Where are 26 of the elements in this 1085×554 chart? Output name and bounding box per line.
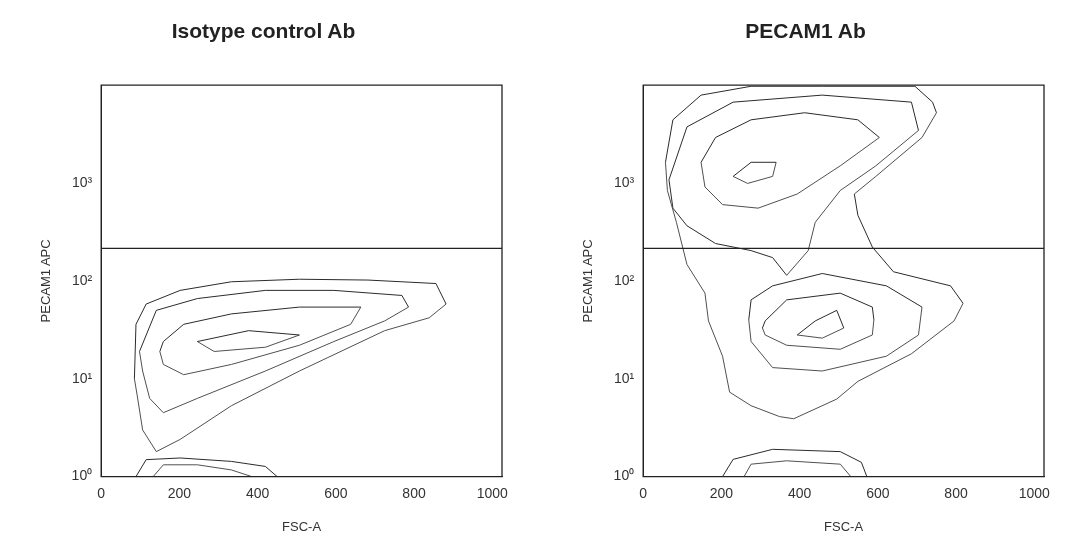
x-tick-label: 400 (787, 484, 812, 501)
y-tick-label: 10⁰ (71, 467, 93, 484)
y-axis-title: PECAM1 APC (580, 239, 596, 323)
y-tick-label: 10² (71, 271, 93, 288)
y-tick-label: 10⁰ (613, 467, 635, 484)
x-tick-label: 200 (709, 484, 734, 501)
x-axis-title: FSC-A (282, 518, 322, 534)
y-tick-label: 10² (613, 271, 635, 288)
x-tick-label: 800 (944, 484, 968, 501)
x-tick-label: 400 (245, 484, 270, 501)
x-tick-label: 600 (324, 484, 348, 501)
y-tick-label: 10¹ (613, 369, 635, 386)
x-axis-title: FSC-A (824, 518, 864, 534)
y-tick-label: 10¹ (71, 369, 93, 386)
x-tick-label: 1000 (1018, 484, 1050, 501)
y-tick-label: 10³ (71, 173, 93, 190)
x-tick-label: 800 (402, 484, 426, 501)
x-tick-label: 0 (97, 484, 106, 501)
x-tick-label: 200 (167, 484, 192, 501)
y-axis-title: PECAM1 APC (38, 239, 54, 323)
y-tick-label: 10³ (613, 173, 635, 190)
chart-title: Isotype control Ab (171, 19, 356, 43)
x-tick-label: 1000 (476, 484, 508, 501)
x-tick-label: 0 (639, 484, 648, 501)
chart-title: PECAM1 Ab (745, 19, 866, 43)
x-tick-label: 600 (866, 484, 890, 501)
